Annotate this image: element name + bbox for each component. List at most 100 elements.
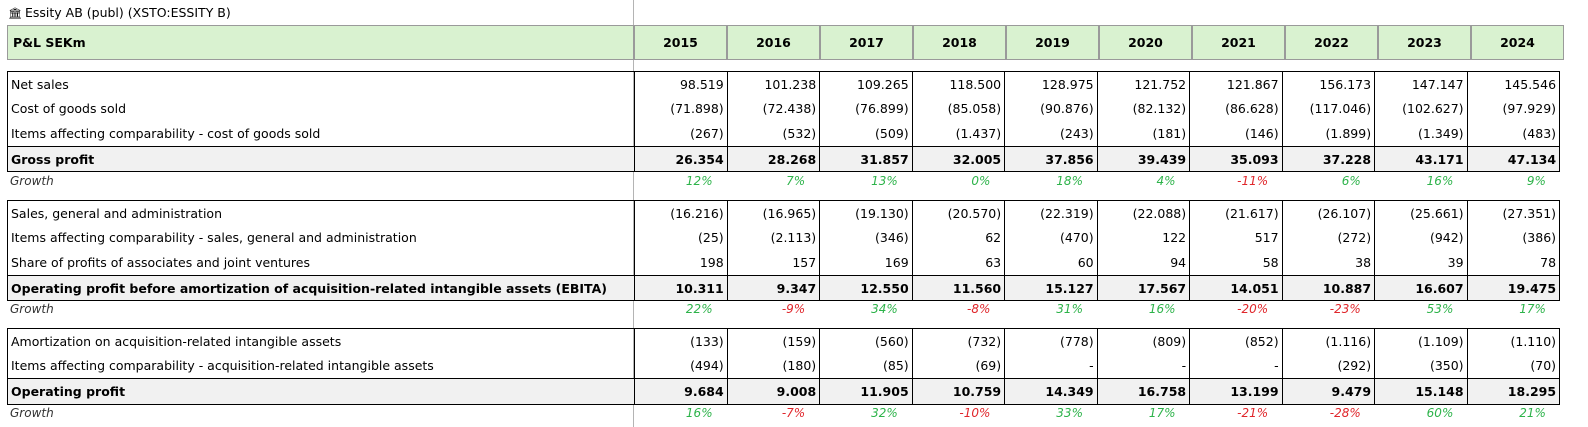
value-cell: (146) (1189, 121, 1281, 146)
value-cell: (1.899) (1281, 121, 1374, 146)
table-row: Share of profits of associates and joint… (8, 250, 1559, 275)
growth-label: Growth (10, 174, 54, 188)
pl-block: Sales, general and administration (16.216… (7, 200, 1560, 302)
value-cell: 39 (1374, 250, 1466, 275)
growth-value: 31% (1056, 302, 1083, 316)
growth-value: 16% (1426, 174, 1454, 188)
value-cell: 16.758 (1096, 379, 1189, 404)
growth-value: 32% (871, 406, 898, 420)
growth-value: -20% (1237, 302, 1269, 316)
value-cell: 39.439 (1096, 146, 1189, 172)
value-cell: 147.147 (1374, 72, 1466, 97)
growth-value: 16% (685, 406, 713, 420)
value-cell: (27.351) (1466, 201, 1559, 226)
value-cell: 517 (1189, 225, 1281, 251)
table-row: Net sales 98.519 101.238 109.265 118.500 128.… (8, 72, 1559, 97)
row-label: Share of profits of associates and joint… (11, 254, 310, 270)
growth-value: -23% (1329, 302, 1361, 316)
value-cell: (71.898) (634, 96, 726, 122)
value-cell: (86.628) (1189, 96, 1281, 122)
value-cell: 12.550 (819, 275, 911, 301)
value-cell: (102.627) (1374, 96, 1466, 122)
value-cell: 9.684 (634, 379, 726, 404)
value-cell: 31.857 (819, 146, 911, 172)
value-cell: (732) (911, 329, 1004, 354)
value-cell: (494) (634, 353, 726, 379)
growth-value: -28% (1329, 406, 1361, 420)
value-cell: 58 (1189, 250, 1281, 275)
value-cell: (470) (1004, 225, 1096, 251)
year-header: 2017 (820, 25, 913, 60)
value-cell: (350) (1374, 353, 1466, 379)
value-cell: (243) (1004, 121, 1096, 146)
row-label: Items affecting comparability - sales, g… (11, 230, 417, 246)
table-row: Amortization on acquisition-related inta… (8, 329, 1559, 354)
value-cell: 121.752 (1096, 72, 1189, 97)
value-cell: 11.905 (819, 379, 911, 404)
value-cell: 63 (911, 250, 1004, 275)
value-cell: (16.216) (634, 201, 726, 226)
value-cell: 128.975 (1004, 72, 1096, 97)
value-cell: 198 (634, 250, 726, 275)
value-cell: (70) (1466, 353, 1559, 379)
value-cell: - (1189, 353, 1281, 379)
year-header: 2018 (913, 25, 1006, 60)
value-cell: - (1096, 353, 1189, 379)
table-row: Items affecting comparability - sales, g… (8, 225, 1559, 251)
value-cell: 121.867 (1189, 72, 1281, 97)
total-row: Operating profit 9.684 9.008 11.905 10.759 14… (8, 378, 1559, 404)
growth-value: -7% (781, 406, 806, 420)
value-cell: (21.617) (1189, 201, 1281, 226)
value-cell: 37.228 (1281, 146, 1374, 172)
value-cell: 62 (911, 225, 1004, 251)
growth-value: -10% (959, 406, 991, 420)
value-cell: 37.856 (1004, 146, 1096, 172)
growth-value: 53% (1426, 302, 1454, 316)
growth-value: 22% (685, 302, 713, 316)
total-row: Operating profit before amortization of … (8, 274, 1559, 301)
header-label: P&L SEKm (7, 25, 634, 60)
growth-value: 6% (1341, 174, 1361, 188)
year-header: 2019 (1006, 25, 1099, 60)
growth-value: 60% (1426, 406, 1454, 420)
value-cell: (181) (1096, 121, 1189, 146)
value-cell: 28.268 (726, 146, 819, 172)
growth-value: -8% (967, 302, 991, 316)
growth-value: 12% (685, 174, 713, 188)
value-cell: (267) (634, 121, 726, 146)
growth-value: 33% (1056, 406, 1083, 420)
value-cell: (25.661) (1374, 201, 1466, 226)
value-cell: (1.109) (1374, 329, 1466, 354)
growth-value: -9% (781, 302, 806, 316)
year-header: 2022 (1285, 25, 1378, 60)
value-cell: 169 (819, 250, 911, 275)
value-cell: (2.113) (726, 225, 819, 251)
growth-value: 17% (1519, 302, 1546, 316)
value-cell: (85) (819, 353, 911, 379)
bank-icon: 🏛 (8, 7, 22, 20)
value-cell: 60 (1004, 250, 1096, 275)
value-cell: 16.607 (1374, 275, 1466, 301)
value-cell: 94 (1096, 250, 1189, 275)
value-cell: 18.295 (1466, 379, 1559, 404)
row-label: Operating profit before amortization of … (11, 280, 607, 296)
value-cell: 35.093 (1189, 146, 1281, 172)
value-cell: 9.008 (726, 379, 819, 404)
value-cell: (90.876) (1004, 96, 1096, 122)
company-title: 🏛 Essity AB (publ) (XSTO:ESSITY B) (8, 4, 231, 22)
row-label: Sales, general and administration (11, 205, 222, 221)
growth-value: 13% (871, 174, 898, 188)
value-cell: (1.110) (1466, 329, 1559, 354)
value-cell: (82.132) (1096, 96, 1189, 122)
table-row: Items affecting comparability - cost of … (8, 121, 1559, 146)
value-cell: (483) (1466, 121, 1559, 146)
row-label: Gross profit (11, 151, 95, 167)
table-row: Items affecting comparability - acquisit… (8, 353, 1559, 379)
row-label: Items affecting comparability - cost of … (11, 125, 321, 141)
row-label: Operating profit (11, 383, 126, 399)
value-cell: 47.134 (1466, 146, 1559, 172)
value-cell: (180) (726, 353, 819, 379)
value-cell: (26.107) (1281, 201, 1374, 226)
growth-value: 17% (1148, 406, 1176, 420)
value-cell: (117.046) (1281, 96, 1374, 122)
